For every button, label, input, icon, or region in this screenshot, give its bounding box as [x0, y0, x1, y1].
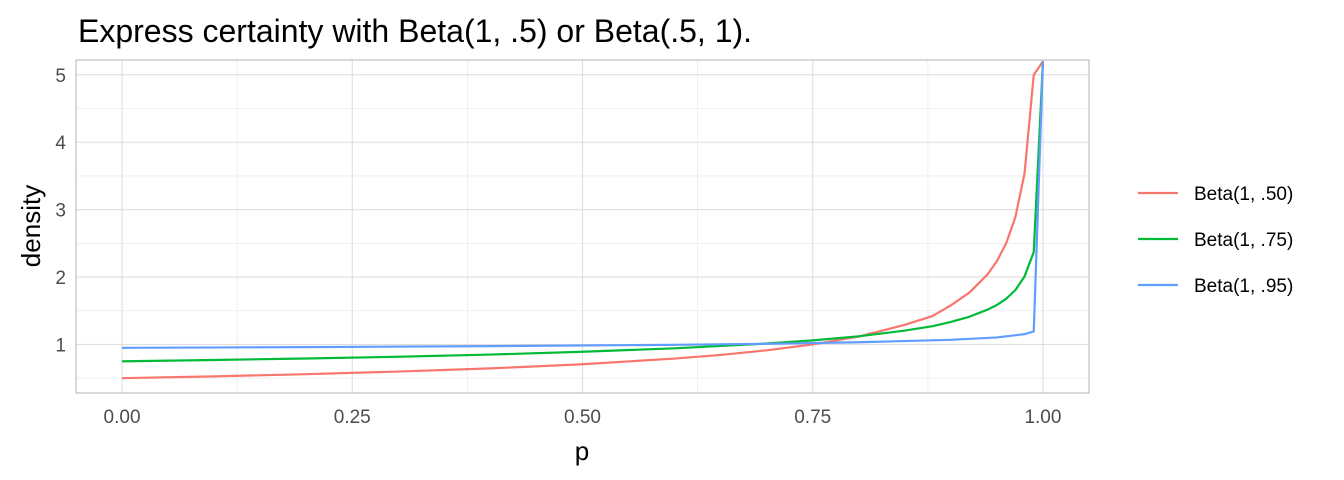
series-line-1 — [122, 60, 1044, 380]
x-tick-label: 0.75 — [794, 407, 831, 428]
y-tick-label: 4 — [55, 133, 66, 154]
series-line-2 — [122, 61, 1045, 363]
x-axis-ticks: 0.00 0.25 0.50 0.75 1.00 — [104, 407, 1062, 428]
series-layer — [122, 60, 1045, 380]
series-line-3 — [122, 61, 1045, 349]
y-tick-label: 1 — [55, 335, 66, 356]
y-axis-title: density — [16, 185, 46, 267]
plot-panel-border — [75, 59, 1090, 394]
chart-title: Express certainty with Beta(1, .5) or Be… — [78, 13, 752, 49]
legend: Beta(1, .50) Beta(1, .75) Beta(1, .95) — [1138, 184, 1293, 297]
y-tick-label: 2 — [55, 268, 66, 289]
y-tick-label: 3 — [55, 201, 66, 222]
x-tick-label: 0.50 — [564, 407, 601, 428]
y-tick-label: 5 — [55, 66, 66, 87]
y-axis-ticks: 1 2 3 4 5 — [55, 66, 66, 357]
legend-label-2: Beta(1, .75) — [1194, 230, 1293, 251]
x-tick-label: 0.00 — [104, 407, 141, 428]
legend-label-1: Beta(1, .50) — [1194, 184, 1293, 205]
x-tick-label: 1.00 — [1024, 407, 1061, 428]
grid — [76, 60, 1089, 393]
x-tick-label: 0.25 — [334, 407, 371, 428]
x-axis-title: p — [575, 436, 589, 466]
legend-label-3: Beta(1, .95) — [1194, 276, 1293, 297]
